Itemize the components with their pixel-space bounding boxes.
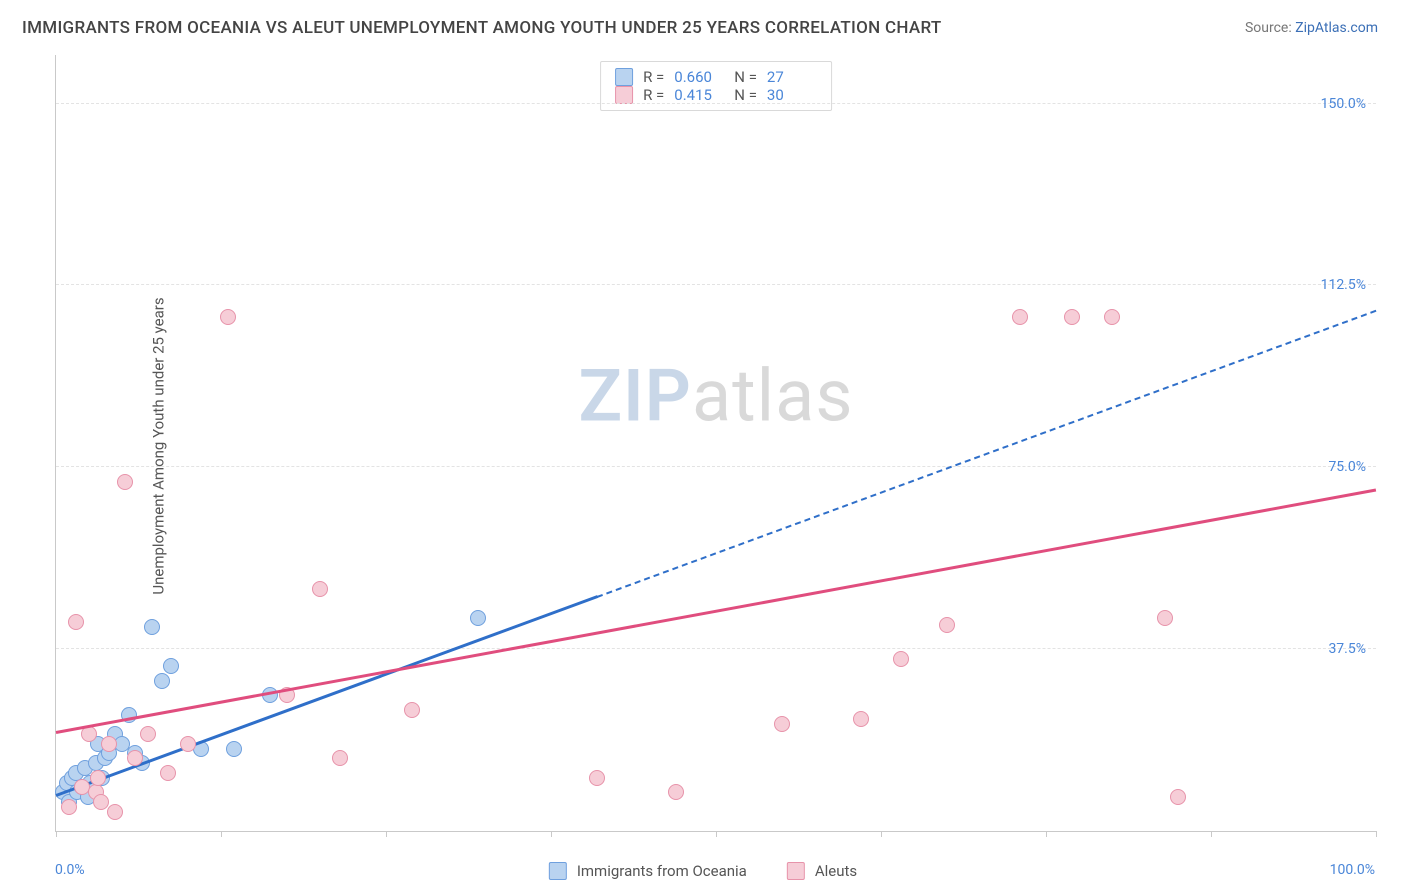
watermark-part2: atlas	[692, 354, 854, 439]
legend-item-oceania: Immigrants from Oceania	[549, 862, 747, 880]
data-point-aleuts	[774, 716, 790, 732]
correlation-legend: R = 0.660 N = 27 R = 0.415 N = 30	[600, 61, 832, 111]
data-point-aleuts	[1157, 610, 1173, 626]
legend-label: Immigrants from Oceania	[577, 862, 747, 880]
data-point-aleuts	[589, 770, 605, 786]
data-point-oceania	[144, 619, 160, 635]
legend-n-value: 30	[767, 86, 817, 104]
data-point-aleuts	[1170, 789, 1186, 805]
legend-n-value: 27	[767, 68, 817, 86]
legend-r-label: R =	[643, 86, 664, 104]
data-point-aleuts	[90, 770, 106, 786]
legend-r-value: 0.415	[674, 86, 724, 104]
x-tick	[1211, 831, 1212, 837]
data-point-aleuts	[140, 726, 156, 742]
data-point-aleuts	[312, 581, 328, 597]
data-point-aleuts	[332, 750, 348, 766]
legend-swatch-aleuts	[787, 862, 805, 880]
gridline	[56, 284, 1376, 285]
data-point-aleuts	[127, 750, 143, 766]
data-point-aleuts	[61, 799, 77, 815]
source-attribution: Source: ZipAtlas.com	[1245, 20, 1378, 36]
x-tick	[386, 831, 387, 837]
y-tick-label: 75.0%	[1328, 459, 1366, 475]
legend-label: Aleuts	[815, 862, 857, 880]
legend-r-label: R =	[643, 68, 664, 86]
y-tick-label: 37.5%	[1328, 641, 1366, 657]
y-tick-label: 150.0%	[1321, 96, 1366, 112]
data-point-aleuts	[668, 784, 684, 800]
data-point-aleuts	[107, 804, 123, 820]
data-point-oceania	[226, 741, 242, 757]
legend-n-label: N =	[734, 68, 757, 86]
watermark-part1: ZIP	[578, 354, 691, 439]
source-prefix: Source:	[1245, 20, 1295, 36]
y-tick-label: 112.5%	[1321, 277, 1366, 293]
x-tick-label: 0.0%	[55, 862, 85, 878]
watermark: ZIPatlas	[578, 354, 853, 439]
x-tick-label: 100.0%	[1330, 862, 1375, 878]
data-point-aleuts	[1064, 309, 1080, 325]
data-point-aleuts	[68, 614, 84, 630]
source-link[interactable]: ZipAtlas.com	[1295, 20, 1378, 36]
legend-swatch-oceania	[615, 68, 633, 86]
x-tick	[881, 831, 882, 837]
data-point-aleuts	[220, 309, 236, 325]
data-point-aleuts	[404, 702, 420, 718]
x-tick	[1376, 831, 1377, 837]
x-tick	[551, 831, 552, 837]
data-point-aleuts	[939, 617, 955, 633]
data-point-aleuts	[1012, 309, 1028, 325]
series-legend: Immigrants from Oceania Aleuts	[549, 862, 857, 880]
legend-r-value: 0.660	[674, 68, 724, 86]
data-point-aleuts	[160, 765, 176, 781]
x-tick	[716, 831, 717, 837]
trend-line	[55, 595, 597, 797]
x-tick	[1046, 831, 1047, 837]
legend-n-label: N =	[734, 86, 757, 104]
gridline	[56, 648, 1376, 649]
data-point-oceania	[154, 673, 170, 689]
legend-row-oceania: R = 0.660 N = 27	[615, 68, 817, 86]
x-tick	[56, 831, 57, 837]
gridline	[56, 466, 1376, 467]
gridline	[56, 103, 1376, 104]
x-tick	[221, 831, 222, 837]
legend-item-aleuts: Aleuts	[787, 862, 857, 880]
data-point-aleuts	[93, 794, 109, 810]
chart-title: IMMIGRANTS FROM OCEANIA VS ALEUT UNEMPLO…	[22, 18, 942, 38]
data-point-oceania	[470, 610, 486, 626]
data-point-oceania	[163, 658, 179, 674]
data-point-aleuts	[893, 651, 909, 667]
data-point-aleuts	[180, 736, 196, 752]
legend-swatch-aleuts	[615, 86, 633, 104]
legend-row-aleuts: R = 0.415 N = 30	[615, 86, 817, 104]
data-point-aleuts	[117, 474, 133, 490]
scatter-plot-area: ZIPatlas R = 0.660 N = 27 R = 0.415 N = 30 37.5…	[55, 55, 1376, 832]
data-point-aleuts	[1104, 309, 1120, 325]
trend-line	[56, 489, 1377, 734]
trend-line-dashed	[597, 310, 1376, 598]
data-point-aleuts	[101, 736, 117, 752]
data-point-aleuts	[853, 711, 869, 727]
legend-swatch-oceania	[549, 862, 567, 880]
